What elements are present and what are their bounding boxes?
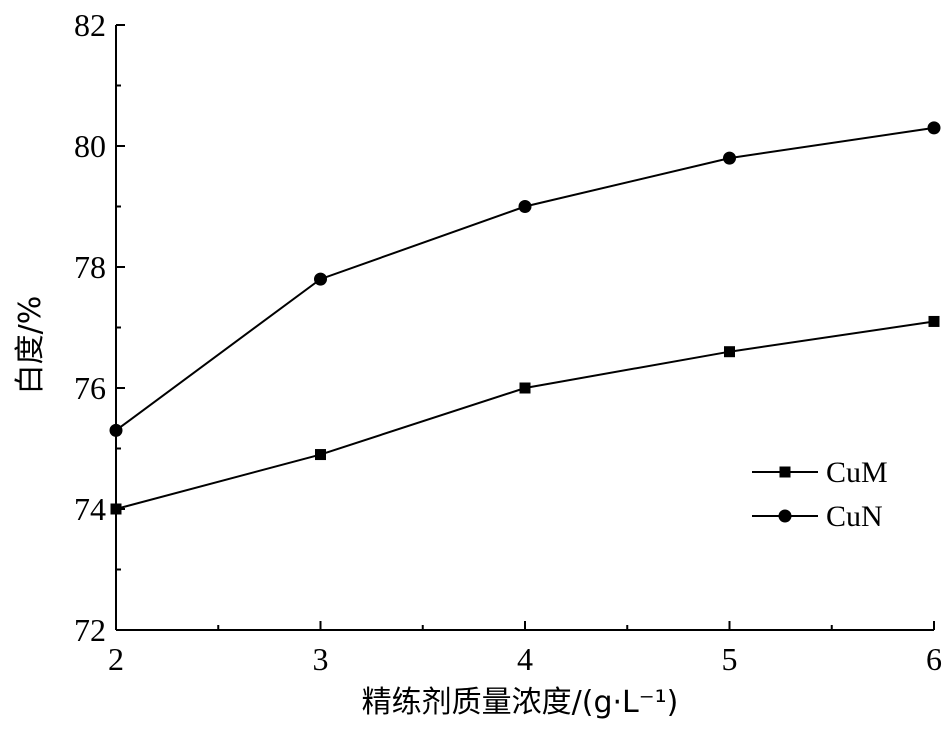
x-tick-label-1: 3 — [313, 641, 329, 677]
data-point-CuM-0 — [110, 503, 122, 515]
legend-marker-CuM — [779, 466, 791, 478]
data-point-CuM-4 — [928, 315, 940, 327]
y-tick-label-0: 72 — [74, 612, 106, 648]
legend-label-CuM: CuM — [826, 456, 888, 489]
series-CuN — [109, 121, 941, 437]
data-point-CuN-1 — [314, 272, 327, 286]
y-tick-label-1: 74 — [74, 491, 106, 527]
legend-label-CuN: CuN — [826, 500, 883, 533]
data-point-CuM-3 — [724, 346, 735, 358]
data-point-CuN-3 — [723, 151, 736, 165]
legend-marker-CuN — [778, 509, 792, 523]
y-tick-label-5: 82 — [74, 7, 106, 43]
data-point-CuN-0 — [109, 423, 123, 437]
data-point-CuN-2 — [518, 200, 532, 213]
x-tick-label-0: 2 — [108, 641, 124, 677]
y-tick-label-4: 80 — [74, 128, 106, 164]
axes — [115, 25, 934, 631]
x-tick-label-4: 6 — [926, 641, 942, 677]
data-point-CuN-4 — [927, 121, 941, 135]
y-tick-label-2: 76 — [74, 370, 106, 406]
x-tick-label-2: 4 — [517, 641, 533, 677]
x-axis-title: 精练剂质量浓度/(g·L⁻¹) — [362, 685, 679, 720]
x-tick-label-3: 5 — [722, 641, 738, 677]
y-axis-title: 白度/% — [13, 296, 48, 395]
series-layer — [109, 121, 941, 515]
data-point-CuM-1 — [315, 449, 326, 461]
data-point-CuM-2 — [519, 382, 531, 394]
y-tick-label-3: 78 — [74, 249, 106, 285]
series-line-CuM — [115, 320, 935, 510]
ticks: 2 3 4 5 6 72 74 76 78 80 82 — [74, 7, 942, 677]
legend: CuM CuN — [752, 456, 888, 533]
series-CuM — [110, 315, 940, 515]
